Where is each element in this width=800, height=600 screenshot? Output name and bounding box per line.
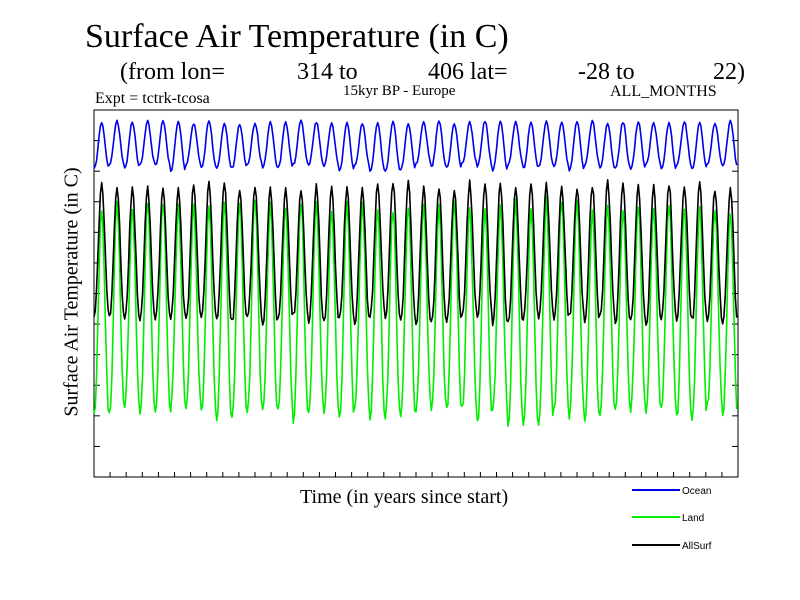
series-line-ocean xyxy=(93,119,738,172)
legend: Ocean Land AllSurf xyxy=(632,486,712,552)
series-line-land xyxy=(93,195,738,427)
subtitle-lon-end-lat: 406 lat= xyxy=(428,59,508,85)
experiment-label: Expt = tctrk-tcosa xyxy=(95,90,210,107)
legend-label-land: Land xyxy=(682,513,704,524)
series-line-allsurf xyxy=(93,179,738,327)
chart-title: Surface Air Temperature (in C) xyxy=(85,18,509,55)
subtitle-prefix: (from lon= xyxy=(120,59,225,85)
x-axis-label: Time (in years since start) xyxy=(300,486,509,508)
subtitle-lat-start: -28 to xyxy=(578,59,635,85)
subtitle-lat-end: 22) xyxy=(713,59,745,85)
months-label: ALL_MONTHS xyxy=(610,83,717,100)
legend-label-allsurf: AllSurf xyxy=(682,541,712,552)
axis-ticks xyxy=(94,140,738,477)
subtitle-lon-start: 314 to xyxy=(297,59,358,85)
series-lines xyxy=(93,119,738,427)
legend-label-ocean: Ocean xyxy=(682,486,711,497)
region-label: 15kyr BP - Europe xyxy=(343,83,456,99)
